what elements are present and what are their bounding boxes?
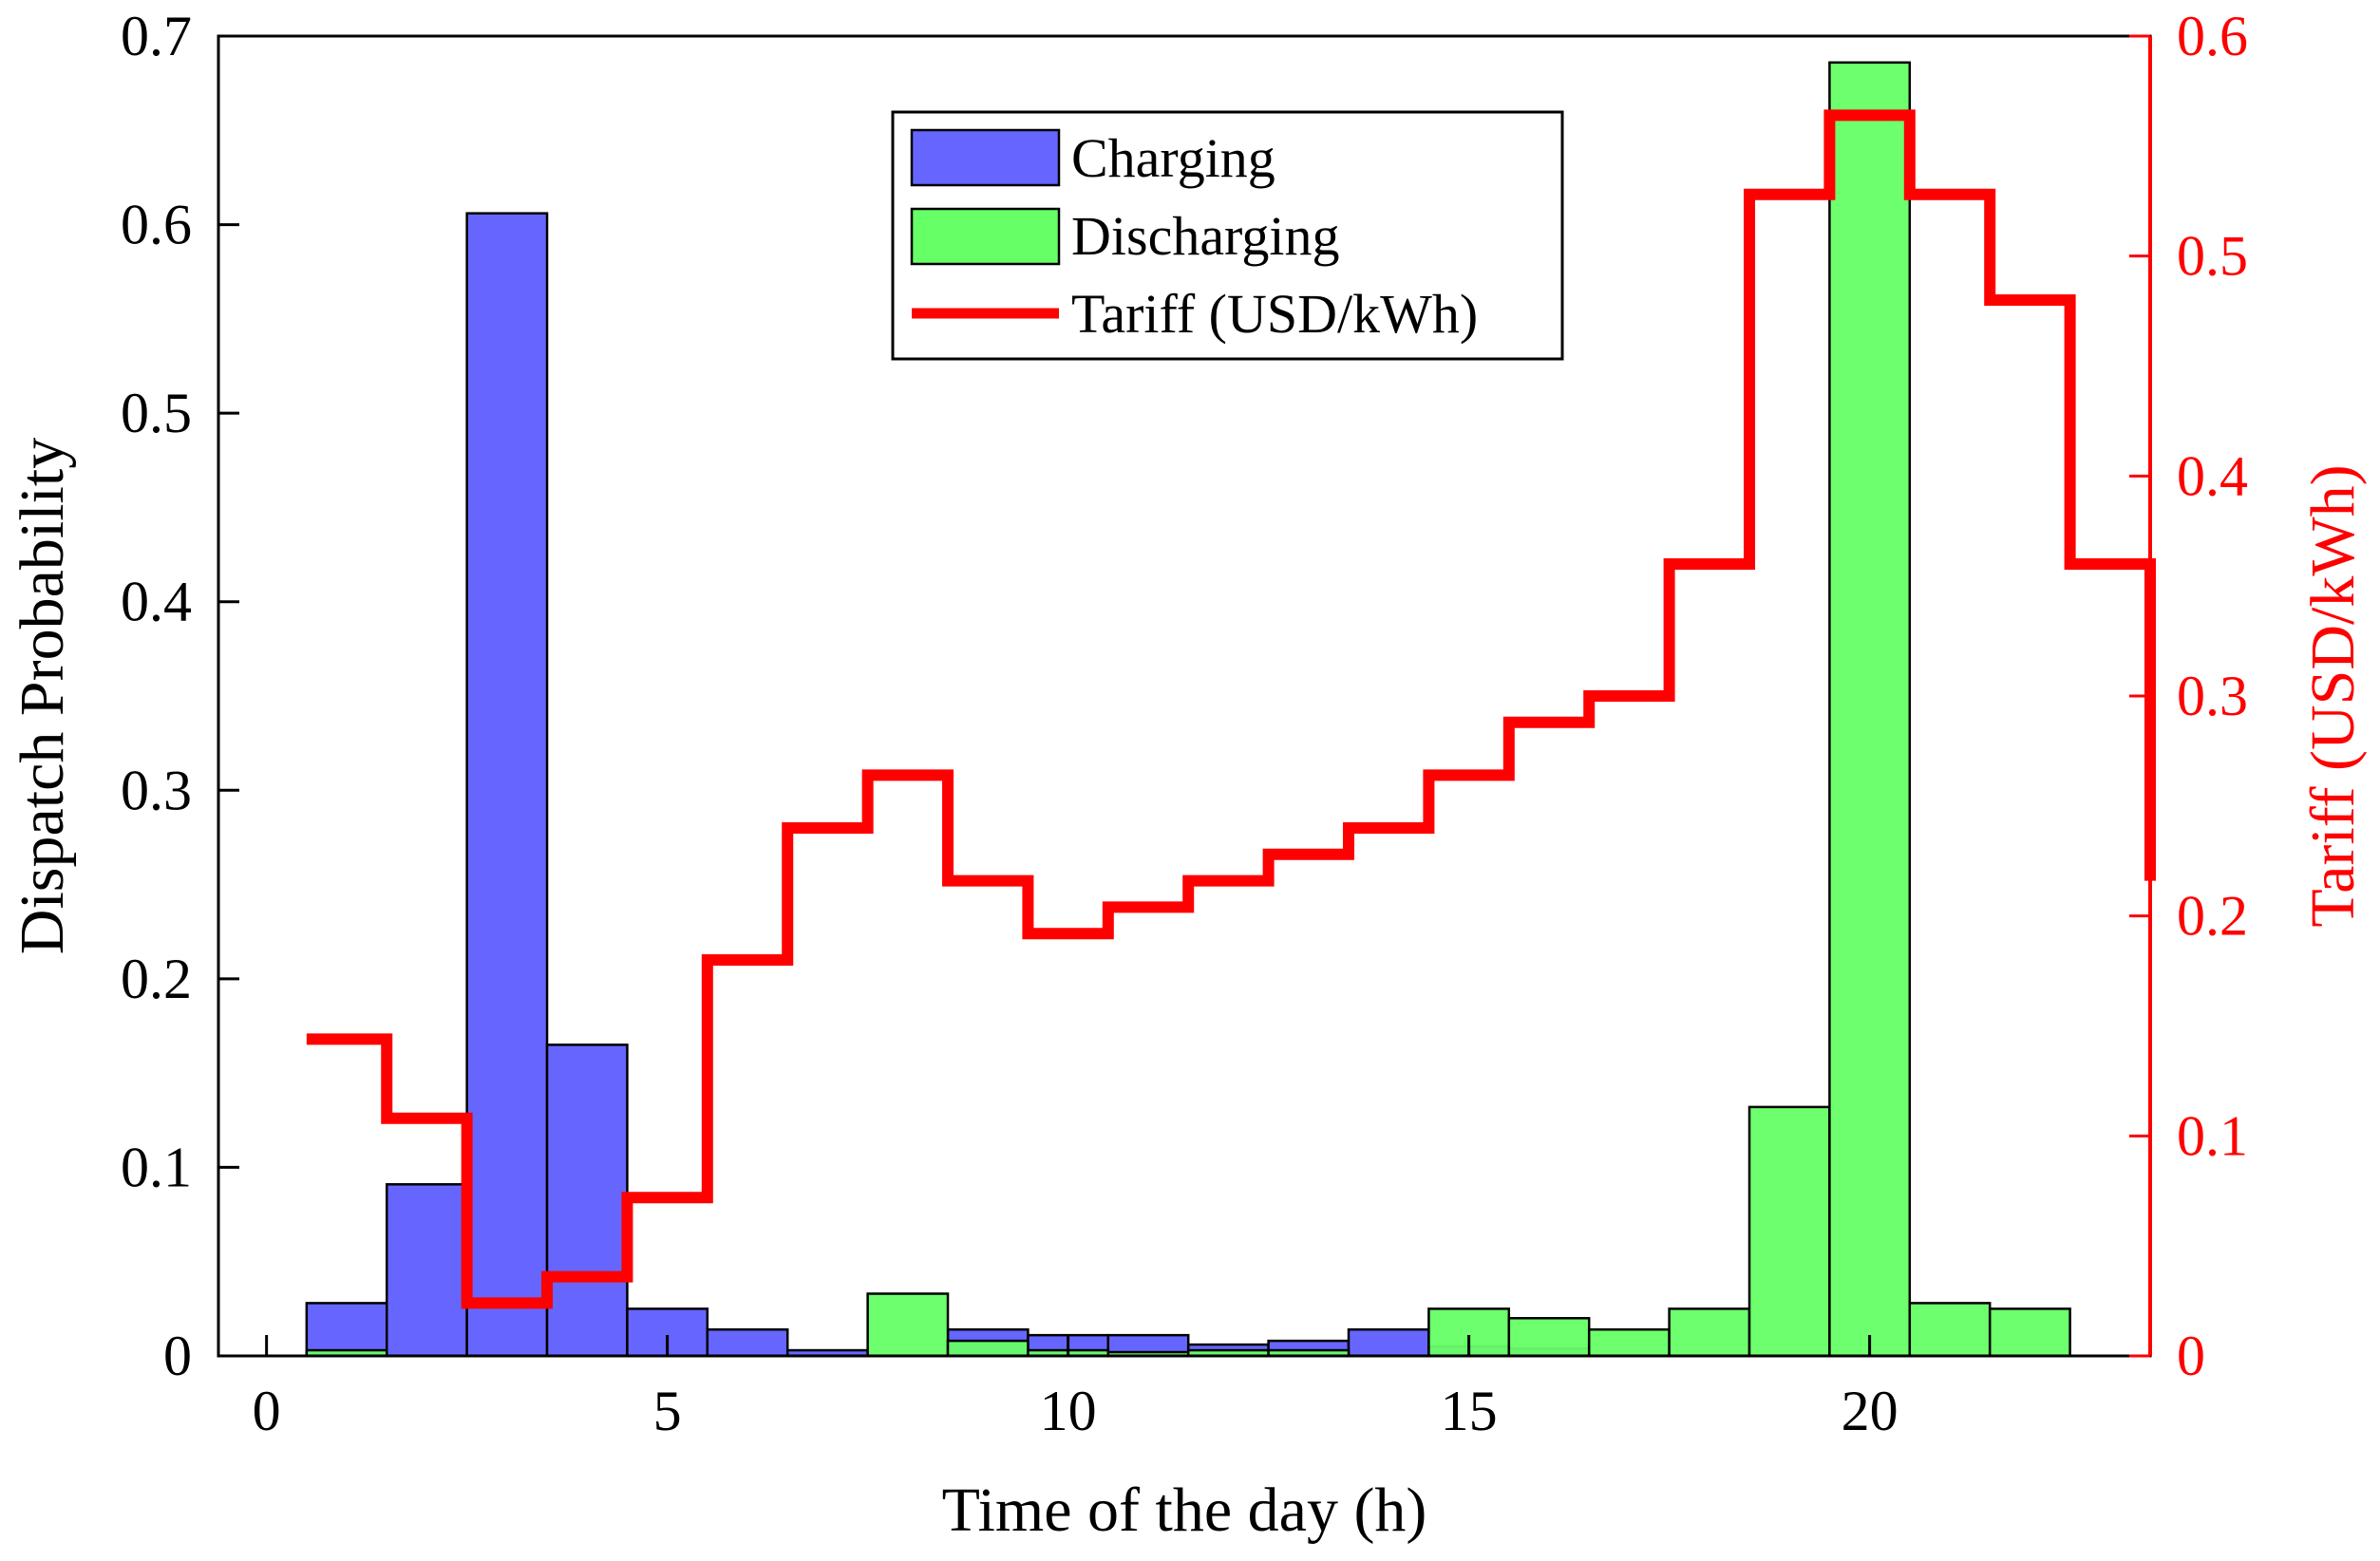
x-tick-label: 5 (653, 1380, 682, 1442)
discharging-bar (1828, 61, 1912, 1358)
legend-label-tariff: Tariff (USD/kWh) (1071, 283, 1478, 345)
y-tick-label: 0.7 (121, 5, 192, 67)
y-tick-label: 0 (163, 1325, 192, 1387)
y2-tick-label: 0.3 (2177, 665, 2248, 727)
y2-tick-label: 0.2 (2177, 885, 2248, 948)
discharging-bar (1908, 1302, 1992, 1358)
discharging-bar (1988, 1307, 2071, 1358)
tariff-line (306, 109, 2156, 1309)
charging-bar (1347, 1327, 1430, 1358)
charging-bar (706, 1327, 789, 1358)
y-tick-label: 0.3 (121, 759, 192, 821)
y2-tick-label: 0.5 (2177, 225, 2248, 288)
y-tick-label: 0.2 (121, 948, 192, 1010)
legend-label-charging: Charging (1071, 127, 1275, 189)
tariff-layer (306, 109, 2156, 1309)
charging-bar (385, 1183, 468, 1358)
ticks-layer: 0 0.1 0.2 0.3 0.4 0.5 0.6 0.7 0 0.1 0.2 0.3 0.4 0.5 0.… (121, 5, 2248, 1442)
y2-tick-label: 0.1 (2177, 1104, 2248, 1167)
y-tick-label: 0.5 (121, 382, 192, 444)
y-axis-label: Dispatch Probability (8, 438, 77, 954)
discharging-bar (866, 1292, 950, 1358)
legend-swatch-discharging (910, 207, 1061, 266)
x-tick-label: 0 (253, 1380, 281, 1442)
y-tick-label: 0.4 (121, 571, 192, 633)
y2-axis-label: Tariff (USD/kWh) (2298, 464, 2368, 927)
discharging-bar (1507, 1317, 1591, 1358)
discharging-bar (946, 1339, 1029, 1358)
y-tick-label: 0.6 (121, 194, 192, 256)
legend: Charging Discharging Tariff (USD/kWh) (891, 110, 1564, 361)
x-tick-label: 15 (1441, 1380, 1498, 1442)
discharging-bar (1747, 1105, 1831, 1358)
x-tick-label: 20 (1842, 1380, 1898, 1442)
bars-layer (305, 61, 2071, 1358)
y2-tick-label: 0.4 (2177, 444, 2248, 507)
x-axis-label: Time of the day (h) (942, 1476, 1427, 1545)
legend-label-discharging: Discharging (1071, 205, 1339, 267)
legend-swatch-charging (910, 128, 1061, 187)
charging-bar (465, 212, 549, 1358)
y-tick-label: 0.1 (121, 1136, 192, 1198)
y2-tick-label: 0 (2177, 1325, 2205, 1387)
discharging-bar (1587, 1327, 1671, 1358)
charging-bar (545, 1044, 629, 1358)
discharging-bar (1668, 1307, 1751, 1358)
x-tick-label: 10 (1040, 1380, 1097, 1442)
y2-tick-label: 0.6 (2177, 5, 2248, 67)
charging-bar (305, 1302, 388, 1358)
